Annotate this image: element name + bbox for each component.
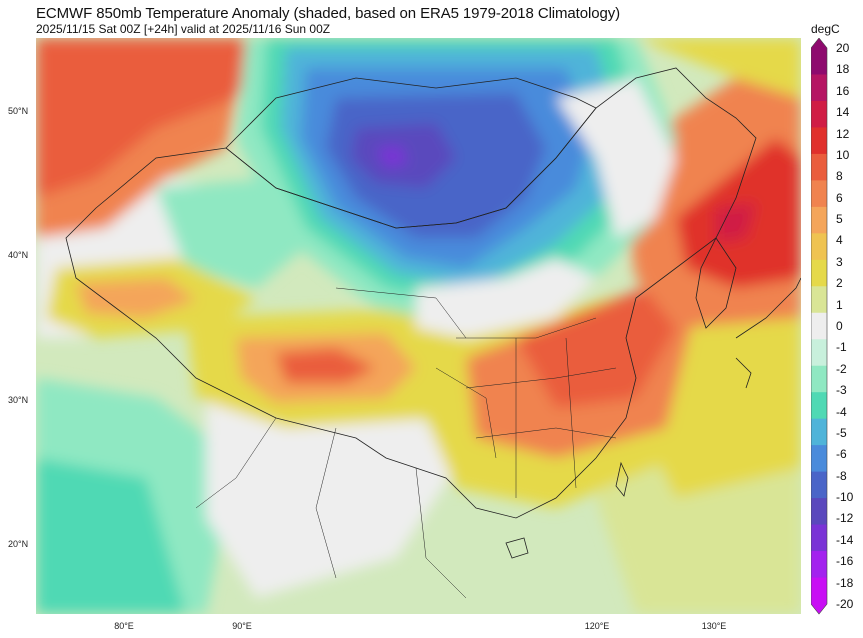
lat-label: 20°N	[8, 539, 29, 549]
korea-border	[695, 237, 737, 329]
colorbar-tick-label: 10	[836, 147, 850, 162]
colorbar-swatch	[811, 498, 827, 526]
anomaly-region-cold-margin-pale	[556, 78, 676, 238]
colorbar-tick-label: -3	[836, 383, 847, 398]
anomaly-region-far-ne-yellow	[636, 38, 801, 98]
chart-subtitle: 2025/11/15 Sat 00Z [+24h] valid at 2025/…	[36, 22, 331, 36]
colorbar-swatch	[811, 445, 827, 473]
anomaly-region-nw-orange	[36, 98, 236, 238]
colorbar-swatch	[811, 48, 827, 75]
colorbar-tick-label: -20	[836, 597, 854, 611]
colorbar-tick-label: 8	[836, 169, 843, 184]
colorbar-tick-label: -14	[836, 532, 854, 547]
colorbar-tick-label: -8	[836, 468, 847, 483]
colorbar-tick-label: -5	[836, 425, 847, 440]
colorbar-swatch	[811, 206, 827, 234]
colorbar-outline	[811, 38, 828, 615]
colorbar-tick-label: 2	[836, 276, 843, 291]
colorbar-swatch	[811, 339, 827, 367]
colorbar-tick-label: -10	[836, 490, 854, 505]
anomaly-region-north-china-pale	[416, 258, 596, 338]
colorbar-min-arrow	[811, 604, 827, 614]
colorbar-tick-label: 5	[836, 212, 843, 227]
japan-coast	[735, 277, 801, 389]
colorbar-tick-label: 16	[836, 83, 850, 98]
colorbar-swatch	[811, 127, 827, 155]
hainan-coast	[505, 537, 529, 559]
chart-title: ECMWF 850mb Temperature Anomaly (shaded,…	[36, 5, 620, 22]
colorbar-swatch	[811, 392, 827, 420]
anomaly-region-ne-deep-red	[716, 203, 756, 243]
anomaly-region-nw-red	[36, 38, 266, 198]
lon-label: 130°E	[701, 621, 727, 631]
colorbar-tick-label: 14	[836, 105, 850, 120]
taiwan-coast	[615, 461, 629, 497]
colorbar-swatch	[811, 286, 827, 314]
colorbar-tick-label: -6	[836, 447, 847, 462]
lon-label: 120°E	[584, 621, 610, 631]
colorbar-swatch	[811, 74, 827, 102]
colorbar-swatch	[811, 259, 827, 287]
lon-label: 80°E	[114, 621, 134, 631]
colorbar-tick-label: -1	[836, 340, 847, 355]
lat-label: 30°N	[8, 395, 29, 405]
anomaly-region-tarim-orange	[76, 278, 196, 318]
colorbar-tick-label: -4	[836, 404, 847, 419]
colorbar-tick-label: -18	[836, 575, 854, 590]
mongolia-border	[225, 77, 597, 229]
colorbar-swatch	[811, 180, 827, 208]
colorbar-tick-label: -2	[836, 361, 847, 376]
colorbar-swatch	[811, 312, 827, 340]
province-lines	[335, 287, 617, 498]
colorbar-swatch	[811, 551, 827, 579]
anomaly-region-cold-core-purple	[376, 146, 408, 168]
colorbar-swatch	[811, 365, 827, 393]
colorbar-swatch	[811, 524, 827, 552]
anomaly-region-south-pale	[206, 398, 456, 598]
temperature-anomaly-map	[36, 38, 801, 614]
colorbar-tick-label: 3	[836, 254, 843, 269]
country-lines-south	[195, 417, 467, 599]
colorbar-swatch	[811, 577, 827, 605]
colorbar-tick-label: 0	[836, 319, 843, 333]
anomaly-region-sw-teal	[36, 458, 186, 614]
colorbar-tick-label: 12	[836, 126, 850, 141]
colorbar-tick-label: 4	[836, 233, 843, 248]
colorbar-swatch	[811, 100, 827, 128]
colorbar-unit: degC	[811, 22, 840, 36]
lat-label: 40°N	[8, 250, 29, 260]
colorbar-swatch	[811, 418, 827, 446]
anomaly-region-tibet-red	[276, 348, 376, 383]
colorbar-swatch	[811, 233, 827, 261]
colorbar-tick-label: -16	[836, 554, 854, 569]
colorbar-tick-label: 6	[836, 190, 843, 205]
lat-label: 50°N	[8, 106, 29, 116]
colorbar-tick-label: 18	[836, 62, 850, 77]
colorbar-swatch	[811, 153, 827, 181]
lon-label: 90°E	[232, 621, 252, 631]
colorbar	[811, 38, 828, 615]
colorbar-max-arrow	[811, 38, 827, 48]
colorbar-swatch	[811, 471, 827, 499]
colorbar-tick-label: 1	[836, 297, 843, 312]
colorbar-tick-label: -12	[836, 511, 854, 526]
colorbar-tick-label: 20	[836, 41, 850, 55]
